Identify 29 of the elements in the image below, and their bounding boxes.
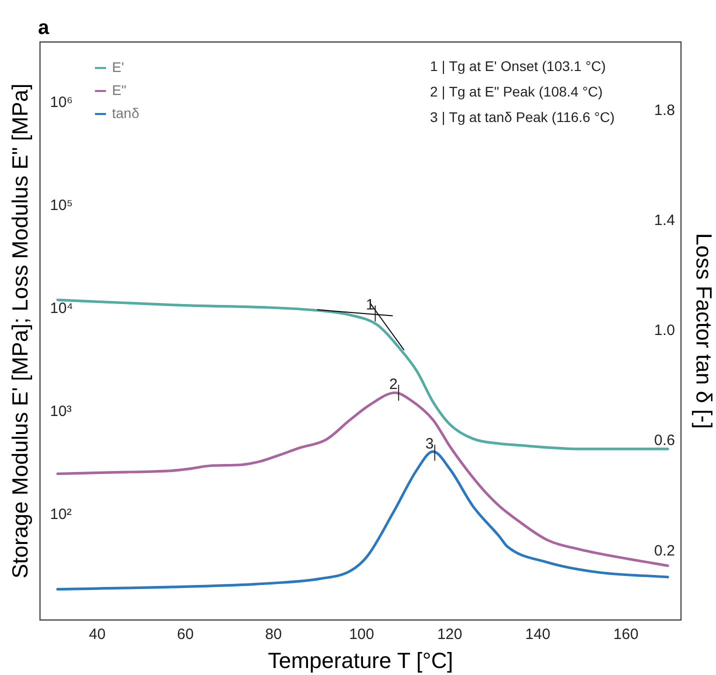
y2-tick-label: 1.0	[654, 322, 675, 340]
x-tick-label: 80	[265, 626, 282, 644]
y-tick-label: 10⁴	[50, 300, 74, 317]
x-tick-label: 60	[177, 626, 194, 644]
x-tick-label: 100	[349, 626, 374, 644]
y-axis-title: Storage Modulus E' [MPa]; Loss Modulus E" [MPa]	[7, 83, 32, 579]
y-tick-label: 10⁶	[50, 94, 73, 111]
y-tick-label: 10³	[50, 402, 72, 420]
annotation: 2	[389, 376, 398, 393]
x-tick-label: 120	[437, 626, 462, 644]
y2-tick-label: 1.8	[654, 102, 675, 119]
annotation: 1 | Tg at E' Onset (103.1 °C)	[430, 58, 606, 74]
legend-label: E'	[112, 58, 124, 75]
x-tick-label: 140	[525, 626, 550, 644]
legend-label: E"	[112, 82, 126, 98]
x-axis-title: Temperature T [°C]	[268, 648, 454, 673]
chart-title: a	[38, 17, 50, 39]
y-tick-label: 10²	[50, 506, 72, 523]
annotation: 2 | Tg at E" Peak (108.4 °C)	[430, 83, 603, 100]
x-tick-label: 40	[88, 626, 106, 644]
annotation: 3	[425, 436, 434, 453]
y2-tick-label: 1.4	[654, 212, 675, 230]
y-tick-label: 10⁵	[50, 196, 73, 214]
y2-axis-title: Loss Factor tan δ [-]	[692, 233, 716, 429]
x-tick-label: 160	[613, 626, 638, 644]
legend-label: tanδ	[112, 104, 140, 121]
annotation: 3 | Tg at tanδ Peak (116.6 °C)	[430, 108, 615, 125]
y2-tick-label: 0.2	[654, 542, 675, 560]
y2-tick-label: 0.6	[654, 432, 675, 450]
